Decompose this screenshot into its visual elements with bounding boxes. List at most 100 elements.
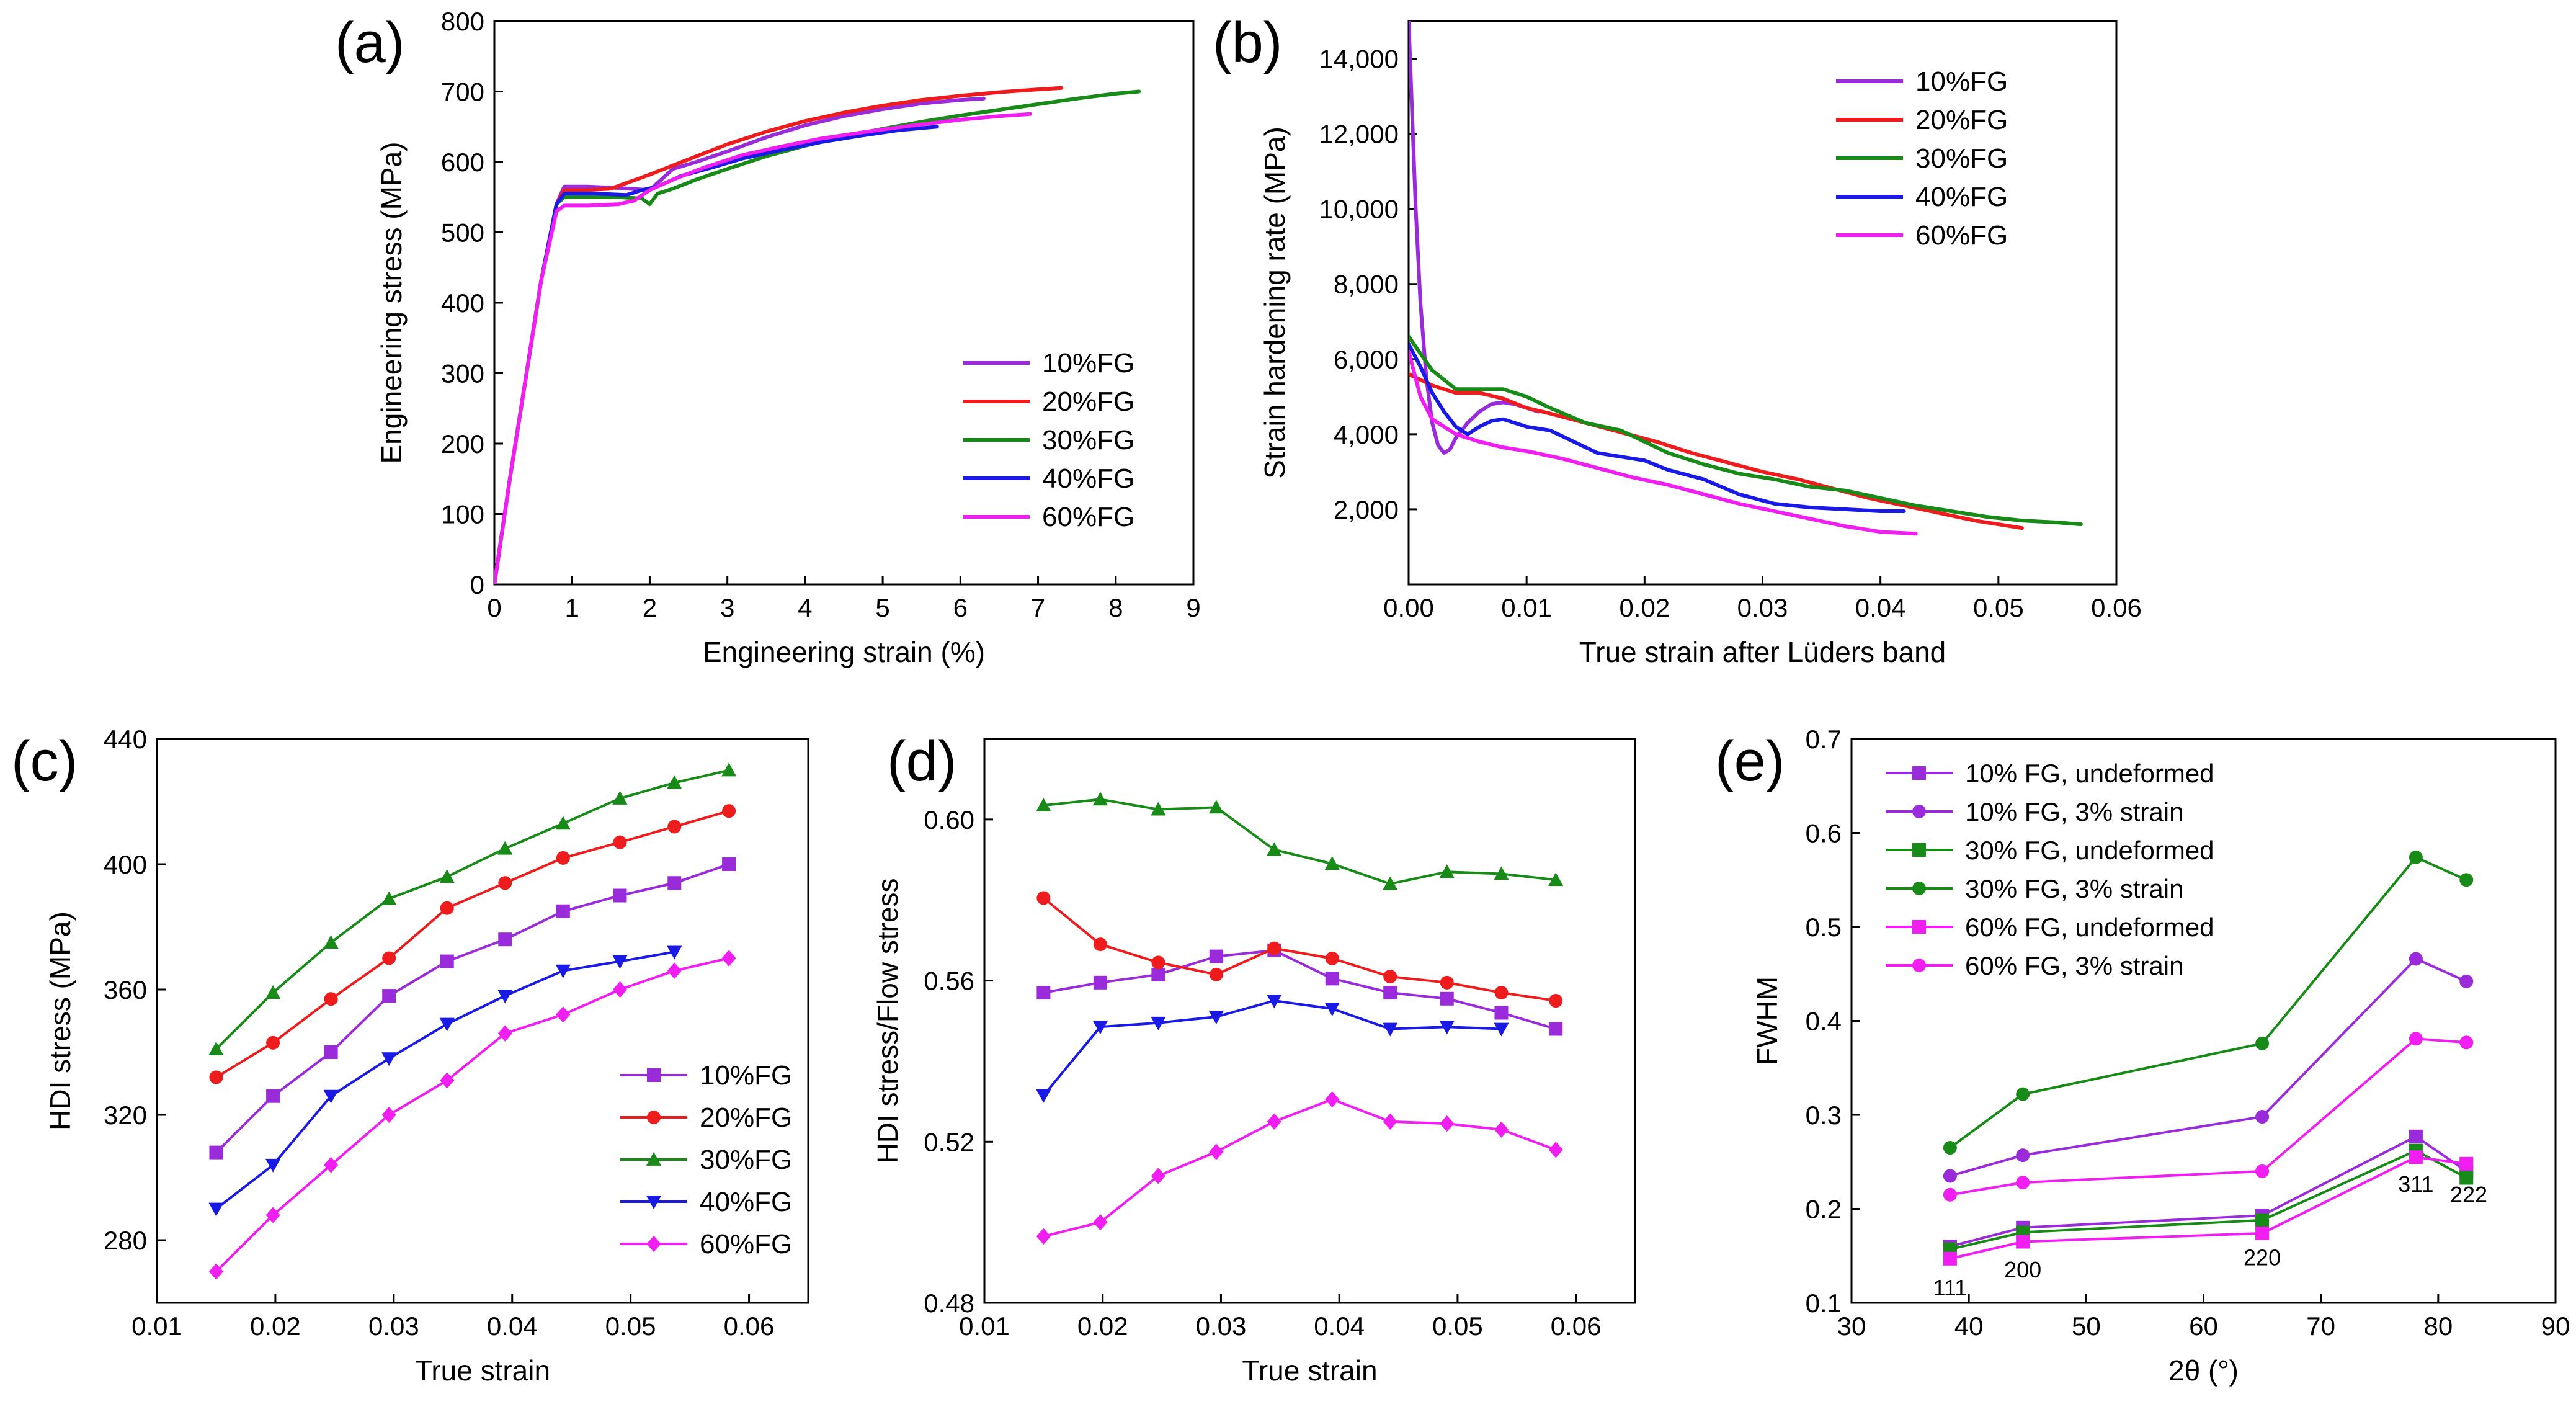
x-axis-title: Engineering strain (%)	[703, 636, 985, 668]
legend-marker-10-fg	[647, 1068, 661, 1082]
x-tick-label: 0.01	[959, 1312, 1010, 1341]
data-point-60-fg	[265, 1207, 280, 1223]
data-point-30-fg	[1439, 864, 1455, 878]
data-point-60-fg-undeformed	[2459, 1156, 2474, 1171]
x-tick-label: 50	[2072, 1312, 2101, 1341]
data-point-20-fg	[667, 820, 682, 834]
data-point-60-fg	[1093, 1214, 1108, 1231]
y-tick-label: 0.5	[1806, 913, 1842, 942]
y-axis-title: Strain hardening rate (MPa)	[1259, 127, 1291, 479]
legend-marker-20-fg	[647, 1111, 661, 1124]
data-point-20-fg	[209, 1070, 223, 1084]
data-point-40-fg	[1036, 1089, 1051, 1103]
peak-label: 222	[2450, 1182, 2487, 1207]
legend-label-20-fg: 20%FG	[700, 1102, 792, 1133]
series-line-60-fg	[1042, 1098, 1558, 1238]
legend-label-60-fg-3-strain: 60% FG, 3% strain	[1965, 951, 2183, 980]
x-axis-title: True strain after Lüders band	[1579, 636, 1946, 668]
data-point-20-fg	[1093, 937, 1107, 952]
legend-label-20-fg: 20%FG	[1042, 387, 1134, 417]
data-point-60-fg	[440, 1072, 455, 1089]
y-tick-label: 300	[441, 359, 484, 388]
data-point-60-fg-undeformed	[2409, 1150, 2423, 1164]
x-tick-label: 90	[2541, 1312, 2570, 1341]
y-tick-label: 360	[104, 975, 147, 1004]
legend: 10%FG 20%FG 30%FG 40%FG 60%FG	[1836, 66, 2008, 251]
legend-marker-30-fg-undeformed	[1912, 843, 1926, 857]
series-line-20-fg	[1042, 896, 1558, 1002]
data-point-10-fg	[209, 1145, 223, 1160]
series-line-10-fg	[1409, 21, 1541, 455]
data-point-30-fg-3-strain	[1943, 1141, 1957, 1155]
y-tick-label: 14,000	[1319, 45, 1399, 74]
x-tick-label: 0.04	[1855, 593, 1906, 622]
data-point-60-fg	[208, 1263, 224, 1280]
data-point-30-fg	[1151, 802, 1166, 816]
data-point-30-fg	[323, 935, 339, 949]
legend-marker-30-fg-3-strain	[1912, 882, 1926, 895]
legend-label-10-fg-3-strain: 10% FG, 3% strain	[1965, 797, 2183, 826]
data-point-40-fg	[1494, 1022, 1509, 1037]
data-point-10-fg	[1549, 1022, 1563, 1036]
y-axis-title: HDI stress (MPa)	[44, 911, 76, 1130]
x-tick-label: 0	[487, 593, 501, 622]
y-tick-label: 700	[441, 78, 484, 107]
series-line-40-fg	[1409, 342, 1906, 513]
x-tick-label: 40	[1954, 1312, 1984, 1341]
data-point-10-fg	[722, 857, 736, 871]
data-point-10-fg	[498, 932, 512, 947]
data-point-30-fg	[1383, 876, 1398, 890]
data-point-30-fg-3-strain	[2016, 1087, 2030, 1101]
data-point-40-fg	[323, 1089, 339, 1104]
data-point-30-fg	[667, 775, 682, 789]
data-point-10-fg-3-strain	[2255, 1110, 2270, 1124]
data-point-30-fg	[208, 1041, 224, 1055]
y-tick-label: 0.2	[1806, 1195, 1842, 1224]
x-tick-label: 30	[1837, 1312, 1866, 1341]
data-point-20-fg	[382, 951, 396, 965]
data-point-20-fg	[722, 804, 736, 818]
data-point-10-fg	[1151, 967, 1165, 981]
data-point-60-fg	[1267, 1113, 1281, 1130]
x-tick-label: 0.03	[1737, 593, 1788, 622]
x-tick-label: 0.04	[487, 1312, 538, 1341]
data-point-40-fg	[265, 1158, 281, 1173]
data-point-10-fg-3-strain	[1943, 1169, 1957, 1183]
series-line-30-fg	[215, 769, 731, 1050]
x-tick-label: 0.02	[250, 1312, 301, 1341]
data-point-20-fg	[613, 835, 627, 849]
plot-frame	[156, 738, 809, 1304]
data-point-60-fg	[1036, 1228, 1051, 1245]
y-tick-label: 0.60	[924, 805, 974, 834]
series-line-60-fg	[1409, 349, 1918, 536]
data-point-10-fg	[266, 1089, 280, 1103]
peak-label: 200	[2004, 1257, 2041, 1282]
series-line-20-fg	[215, 810, 731, 1079]
data-point-40-fg	[1151, 1016, 1166, 1030]
legend-label-40-fg: 40%FG	[1915, 182, 2008, 212]
x-tick-label: 0.02	[1077, 1312, 1128, 1341]
data-point-40-fg	[1092, 1021, 1108, 1035]
legend-label-30-fg-3-strain: 30% FG, 3% strain	[1965, 874, 2183, 903]
data-point-60-fg	[381, 1106, 396, 1124]
data-point-10-fg-3-strain	[2459, 974, 2474, 988]
data-point-20-fg	[498, 876, 512, 890]
data-point-40-fg	[497, 990, 513, 1004]
x-axis-title: True strain	[415, 1354, 550, 1387]
data-point-10-fg	[1209, 949, 1223, 963]
data-point-30-fg	[612, 790, 628, 805]
data-point-30-fg	[1036, 798, 1051, 812]
data-point-20-fg	[266, 1035, 280, 1050]
legend-label-60-fg: 60%FG	[1042, 502, 1134, 532]
panel-c: (c) 0.01 0.02 0.03 0.04 0.05 0.06 280 320 360 400 4…	[11, 725, 809, 1387]
y-tick-label: 200	[441, 429, 484, 458]
data-point-40-fg	[1267, 995, 1282, 1009]
data-point-60-fg-3-strain	[2409, 1032, 2423, 1046]
legend-marker-10-fg-undeformed	[1912, 766, 1926, 780]
data-point-30-fg	[381, 891, 397, 905]
x-tick-label: 0.03	[1196, 1312, 1247, 1341]
x-tick-label: 9	[1186, 593, 1200, 622]
data-point-30-fg	[1324, 856, 1340, 870]
data-point-10-fg	[1383, 986, 1397, 1000]
series-line-30-fg	[1409, 334, 2083, 527]
